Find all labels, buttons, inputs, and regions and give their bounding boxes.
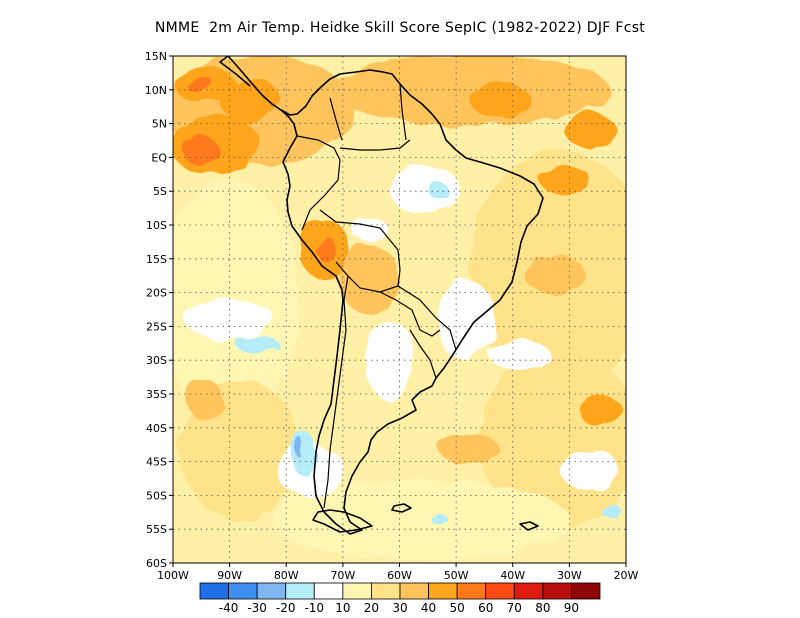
lat-tick-label: 5S xyxy=(153,185,167,198)
skill-field xyxy=(173,56,626,563)
colorbar-swatch xyxy=(256,582,287,600)
colorbar-label: 60 xyxy=(478,601,493,615)
lon-tick-label: 40W xyxy=(500,569,525,582)
colorbar-swatch xyxy=(313,582,344,600)
colorbar-label: 90 xyxy=(564,601,579,615)
colorbar-swatch xyxy=(513,582,544,600)
colorbar-swatch xyxy=(542,582,572,600)
colorbar-label: 50 xyxy=(450,601,465,615)
colorbar-label: -20 xyxy=(276,601,296,615)
colorbar: -40 -30 -20 -10 10 20 30 40 50 60 70 80 90 xyxy=(199,582,601,615)
lat-tick-label: 15N xyxy=(145,50,167,63)
colorbar-label: 30 xyxy=(392,601,407,615)
colorbar-swatch xyxy=(228,582,258,600)
colorbar-label: 20 xyxy=(364,601,379,615)
lon-tick-label: 80W xyxy=(274,569,299,582)
lat-tick-label: 30S xyxy=(146,354,167,367)
colorbar-label: -40 xyxy=(219,601,239,615)
country-borders xyxy=(296,83,457,509)
colorbar-swatch xyxy=(571,582,601,600)
colorbar-swatch xyxy=(456,582,487,600)
lat-tick-label: 40S xyxy=(146,422,167,435)
colorbar-label: -30 xyxy=(247,601,267,615)
latitude-ticks: 15N 10N 5N EQ 5S 10S 15S 20S 25S 30S 35S 40S 45S 50S 5… xyxy=(145,50,173,570)
lat-tick-label: 10N xyxy=(145,84,167,97)
lon-tick-label: 20W xyxy=(614,569,639,582)
colorbar-swatch xyxy=(199,582,229,600)
lat-tick-label: 55S xyxy=(146,523,167,536)
lat-tick-label: 5N xyxy=(152,118,167,131)
lon-tick-label: 50W xyxy=(444,569,469,582)
colorbar-swatch xyxy=(285,582,315,600)
colorbar-swatch xyxy=(399,582,429,600)
colorbar-swatch xyxy=(371,582,401,600)
lat-tick-label: EQ xyxy=(151,151,167,164)
lat-tick-label: 45S xyxy=(146,456,167,469)
lat-tick-label: 15S xyxy=(146,253,167,266)
lat-tick-label: 10S xyxy=(146,219,167,232)
lon-tick-label: 70W xyxy=(330,569,355,582)
lat-tick-label: 50S xyxy=(146,489,167,502)
lon-tick-label: 30W xyxy=(557,569,582,582)
colorbar-swatch xyxy=(342,582,372,600)
colorbar-label: 10 xyxy=(335,601,350,615)
colorbar-label: 40 xyxy=(421,601,436,615)
lon-tick-label: 100W xyxy=(157,569,189,582)
colorbar-label: 70 xyxy=(507,601,522,615)
lat-tick-label: 20S xyxy=(146,287,167,300)
colorbar-label: 80 xyxy=(535,601,550,615)
map-title: NMME 2m Air Temp. Heidke Skill Score Sep… xyxy=(154,20,646,36)
longitude-ticks: 100W 90W 80W 70W 60W 50W 40W 30W 20W xyxy=(157,563,639,582)
lat-tick-label: 35S xyxy=(146,388,167,401)
map-grid xyxy=(173,56,626,563)
colorbar-label: -10 xyxy=(304,601,324,615)
colorbar-swatch xyxy=(485,582,515,600)
lat-tick-label: 25S xyxy=(146,320,167,333)
lon-tick-label: 90W xyxy=(217,569,242,582)
colorbar-swatch xyxy=(428,582,458,600)
lat-tick-label: 60S xyxy=(146,557,167,570)
lon-tick-label: 60W xyxy=(387,569,412,582)
coastlines xyxy=(219,55,544,535)
